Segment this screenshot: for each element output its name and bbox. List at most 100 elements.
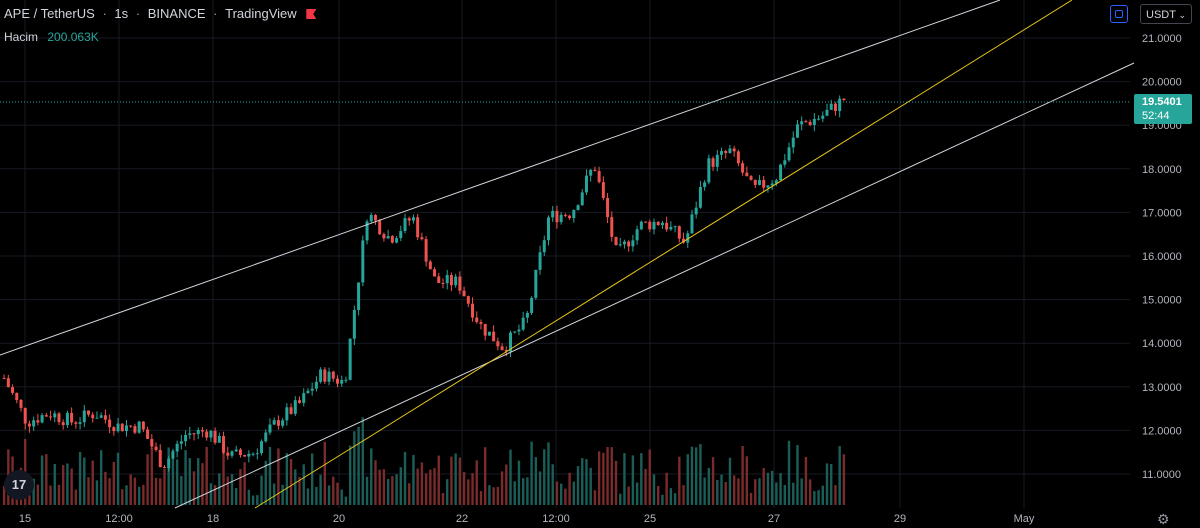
candle-body [487, 331, 491, 336]
candle-body [403, 218, 407, 232]
volume-bar [298, 476, 301, 505]
volume-bar [724, 482, 727, 505]
volume-bar [728, 457, 732, 505]
volume-bar [429, 469, 432, 505]
volume-bar [741, 446, 744, 505]
volume-bar [838, 446, 841, 505]
volume-bar [323, 441, 327, 505]
volume-bar [703, 477, 706, 505]
volume-bar [205, 446, 208, 505]
volume-bar [226, 476, 229, 505]
volume-legend[interactable]: Hacim 200.063K [4, 30, 99, 44]
volume-bar [408, 483, 411, 505]
volume-bar [644, 468, 647, 505]
candle-body [466, 296, 470, 304]
candle-body [87, 410, 91, 415]
volume-bar [775, 482, 778, 505]
candle-body [27, 423, 31, 427]
candle-body [631, 240, 635, 247]
flag-icon[interactable] [306, 9, 317, 19]
candle-body [120, 423, 124, 432]
candle-body [707, 158, 711, 183]
candle-body [424, 239, 428, 262]
candle-body [720, 151, 724, 155]
currency-selector[interactable]: USDT ⌄ [1140, 4, 1192, 24]
candle-body [141, 421, 145, 430]
volume-bar [817, 490, 820, 505]
candle-body [741, 163, 745, 173]
candle-body [331, 371, 335, 379]
volume-bar [285, 453, 289, 505]
candle-body [407, 218, 411, 221]
time-tick-label: May [1014, 513, 1035, 525]
volume-bar [171, 450, 175, 505]
volume-bar [500, 471, 504, 505]
candle-body [462, 290, 466, 297]
volume-bar [483, 447, 487, 505]
time-tick-label: 25 [644, 513, 656, 525]
candle-body [36, 420, 40, 423]
volume-bar [454, 453, 457, 505]
volume-bar [78, 451, 82, 505]
time-tick-label: 20 [333, 513, 345, 525]
candle-body [475, 317, 479, 323]
source-label: TradingView [225, 6, 297, 21]
volume-bar [792, 482, 795, 505]
price-tick-label: 12.0000 [1142, 425, 1182, 437]
volume-bar [142, 484, 145, 505]
price-tick-label: 21.0000 [1142, 33, 1182, 45]
volume-bar [370, 448, 373, 505]
volume-bar [538, 471, 542, 505]
candle-body [517, 329, 521, 332]
candle-body [23, 407, 27, 424]
candle-body [369, 215, 373, 222]
volume-bar [665, 472, 668, 505]
candle-body [496, 341, 500, 347]
candle-body [572, 210, 576, 219]
volume-bar [420, 462, 424, 505]
volume-bar [260, 475, 263, 505]
price-tick-label: 20.0000 [1142, 77, 1182, 89]
volume-bar [762, 468, 765, 505]
volume-bar [627, 486, 630, 505]
candle-body [546, 217, 550, 241]
candle-body [669, 226, 673, 230]
volume-bar [834, 485, 837, 505]
candle-body [234, 449, 238, 452]
volume-bar [581, 458, 584, 505]
candle-body [454, 276, 458, 286]
candle-body [298, 400, 302, 403]
candle-body [825, 109, 829, 116]
candle-body [694, 207, 698, 215]
candle-body [32, 420, 36, 427]
candle-body [614, 236, 618, 246]
volume-bar [365, 476, 369, 505]
candle-body [606, 197, 610, 218]
volume-bar [32, 478, 35, 505]
volume-bar [306, 488, 310, 505]
candle-body [576, 205, 580, 211]
candle-body [99, 415, 103, 418]
volume-bar [251, 495, 255, 505]
candle-body [112, 427, 116, 432]
candle-body [787, 147, 791, 161]
candle-body [513, 331, 517, 333]
symbol-legend[interactable]: APE / TetherUS · 1s · BINANCE · TradingV… [4, 6, 317, 21]
candle-body [644, 221, 648, 223]
candle-body [184, 434, 188, 442]
tradingview-logo-icon[interactable]: 17 [4, 470, 34, 500]
volume-bar [91, 460, 94, 505]
candle-body [133, 426, 137, 433]
volume-bar [766, 472, 770, 505]
candle-body [610, 217, 614, 237]
gear-icon[interactable]: ⚙ [1157, 511, 1170, 527]
volume-bar [496, 486, 500, 505]
chart-grid [0, 0, 1130, 508]
volume-bar [610, 447, 613, 505]
sync-icon[interactable] [1110, 5, 1128, 23]
candle-body [2, 378, 6, 380]
candle-body [154, 446, 158, 450]
candle-body [479, 322, 483, 324]
candle-body [348, 338, 352, 380]
